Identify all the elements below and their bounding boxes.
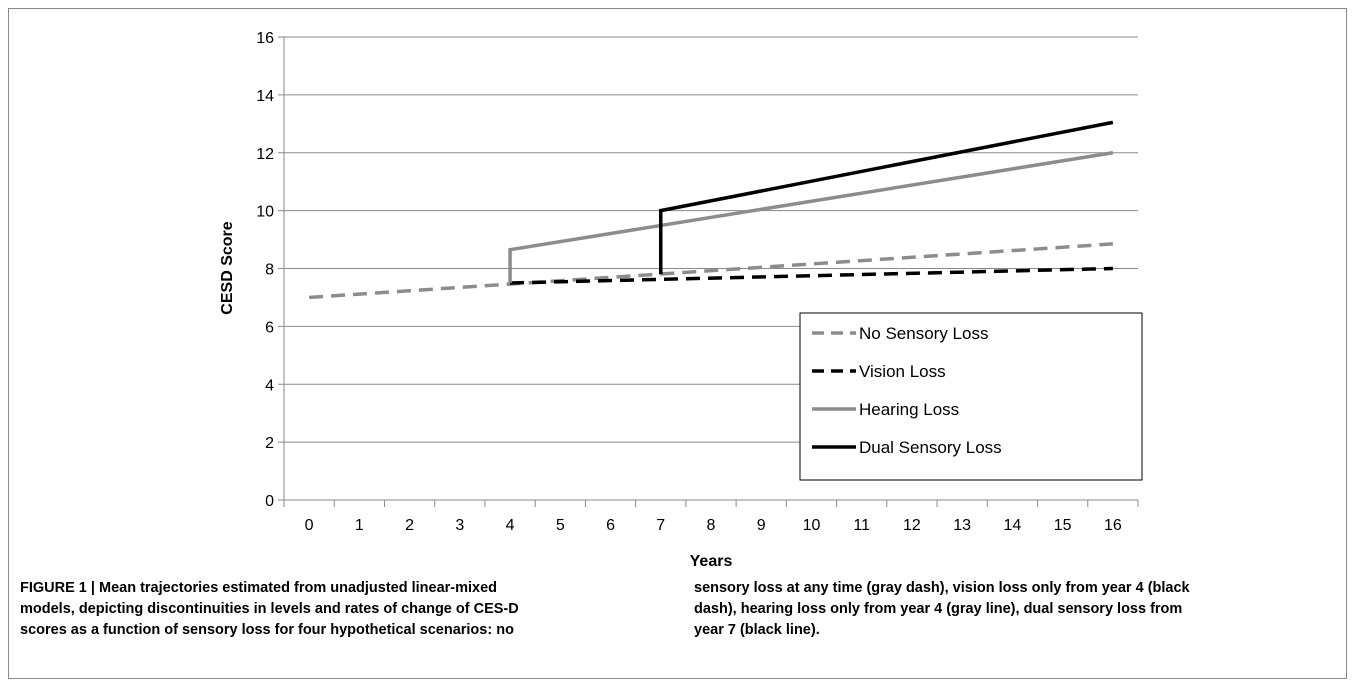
y-axis-title: CESD Score (219, 221, 236, 314)
y-tick-label: 14 (256, 88, 274, 105)
legend-box (799, 312, 1143, 481)
x-tick-label: 3 (455, 517, 464, 534)
y-tick-label: 2 (265, 435, 274, 452)
y-tick-label: 6 (265, 319, 274, 336)
caption-line: scores as a function of sensory loss for… (20, 622, 514, 638)
x-tick-label: 12 (903, 517, 921, 534)
x-tick-label: 13 (953, 517, 971, 534)
x-tick-label: 1 (355, 517, 364, 534)
x-tick-labels: 0 1 2 3 4 5 6 7 8 9 10 11 12 13 14 15 16 (305, 517, 1122, 534)
series-line-dual-sensory-loss (659, 120, 1114, 275)
y-tick-label: 10 (256, 204, 274, 221)
series-line-no-sensory-loss (309, 242, 1113, 300)
y-tick-labels: 0 2 4 6 8 10 12 14 16 (256, 30, 274, 510)
figure-frame (8, 8, 1347, 679)
x-tick-label: 9 (757, 517, 766, 534)
x-tick-label: 16 (1104, 517, 1122, 534)
legend-label: Hearing Loss (859, 400, 959, 419)
x-tick-label: 10 (803, 517, 821, 534)
series-line-vision-loss (510, 266, 1113, 285)
y-tick-label: 4 (265, 377, 274, 394)
x-tick-label: 7 (656, 517, 665, 534)
legend-label: Dual Sensory Loss (859, 438, 1002, 457)
x-tick-label: 6 (606, 517, 615, 534)
caption-line: year 7 (black line). (694, 622, 820, 638)
caption-line: models, depicting discontinuities in lev… (20, 601, 519, 617)
x-tick-label: 4 (506, 517, 515, 534)
figure-caption-right: sensory loss at any time (gray dash), vi… (694, 578, 1334, 641)
y-tick-label: 12 (256, 146, 274, 163)
series-lines (309, 120, 1114, 300)
series-line-hearing-loss (508, 151, 1114, 283)
legend: No Sensory Loss Vision Loss Hearing Loss Du… (799, 312, 1143, 481)
caption-line: dash), hearing loss only from year 4 (gr… (694, 601, 1183, 617)
legend-label: Vision Loss (859, 362, 946, 381)
legend-label: No Sensory Loss (859, 324, 988, 343)
x-tick-label: 11 (853, 517, 870, 534)
y-tick-label: 8 (265, 262, 274, 279)
x-tick-label: 0 (305, 517, 314, 534)
x-tick-label: 14 (1004, 517, 1022, 534)
caption-line: FIGURE 1 | Mean trajectories estimated f… (20, 580, 498, 596)
y-tick-label: 0 (265, 493, 274, 510)
caption-line: sensory loss at any time (gray dash), vi… (694, 580, 1190, 596)
x-tick-label: 5 (556, 517, 565, 534)
x-axis-title: Years (690, 553, 733, 570)
x-tick-label: 2 (405, 517, 414, 534)
x-tick-label: 15 (1054, 517, 1072, 534)
y-tick-label: 16 (256, 30, 274, 47)
axes (278, 36, 1139, 507)
figure-caption-left: FIGURE 1 | Mean trajectories estimated f… (20, 578, 660, 641)
x-tick-label: 8 (707, 517, 716, 534)
